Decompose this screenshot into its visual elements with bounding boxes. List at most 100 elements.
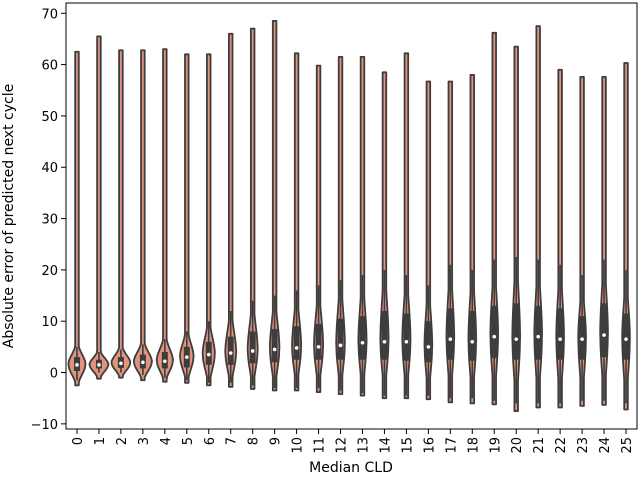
violin-iqr-box — [491, 305, 498, 359]
x-tick-label: 21 — [532, 437, 547, 454]
violin-iqr-box — [381, 310, 388, 360]
violin-median-point — [184, 355, 189, 359]
x-tick-label: 22 — [554, 437, 569, 454]
violin-body — [423, 80, 434, 401]
violin-median-point — [426, 345, 431, 349]
violin-median-point — [470, 339, 475, 344]
y-tick-label: 20 — [41, 264, 58, 279]
y-axis-label: Absolute error of predicted next cycle — [1, 84, 17, 348]
violin-median-point — [580, 337, 584, 341]
y-tick-label: 0 — [50, 367, 58, 382]
violin-median-point — [316, 345, 321, 349]
violin-median-point — [558, 337, 562, 341]
violin-4 — [155, 48, 174, 383]
violin-median-point — [602, 333, 606, 337]
violin-median-point — [75, 363, 79, 367]
x-tick-label: 12 — [335, 437, 350, 454]
violin-iqr-box — [601, 303, 608, 358]
violin-15 — [401, 52, 412, 400]
x-tick-label: 3 — [137, 437, 152, 445]
violin-median-point — [382, 339, 387, 344]
violin-median-point — [492, 334, 497, 339]
violin-10 — [291, 52, 303, 392]
violin-body — [179, 53, 195, 384]
violin-iqr-box — [315, 323, 322, 360]
violin-median-point — [294, 346, 299, 350]
violin-iqr-box — [623, 313, 630, 360]
violin-24 — [599, 76, 609, 406]
x-tick-label: 7 — [225, 437, 240, 445]
violin-iqr-box — [513, 303, 520, 360]
violin-body — [401, 52, 412, 400]
violin-1 — [88, 35, 110, 380]
x-tick-label: 13 — [356, 437, 371, 454]
violin-14 — [379, 71, 390, 400]
violin-8 — [246, 27, 259, 390]
x-tick-label: 16 — [422, 437, 437, 454]
y-tick-label: 10 — [41, 315, 58, 330]
y-tick-label: 30 — [41, 213, 58, 228]
violin-median-point — [141, 360, 145, 365]
x-axis-label: Median CLD — [309, 460, 393, 476]
y-tick-label: 70 — [41, 7, 58, 22]
violin-body — [155, 48, 174, 383]
violin-17 — [445, 80, 456, 404]
violin-iqr-box — [403, 313, 410, 361]
violin-22 — [555, 68, 565, 409]
violin-body — [88, 35, 110, 380]
violin-5 — [179, 53, 195, 384]
y-tick-label: −10 — [31, 418, 58, 433]
axes-frame — [65, 2, 638, 430]
violin-body — [110, 49, 132, 379]
x-tick-label: 11 — [313, 437, 328, 454]
x-tick-label: 4 — [159, 437, 174, 445]
x-tick-label: 17 — [444, 437, 459, 454]
violin-median-point — [250, 349, 255, 353]
violin-2 — [110, 49, 132, 379]
violin-20 — [511, 45, 521, 412]
violin-23 — [577, 76, 587, 407]
violin-iqr-box — [557, 308, 564, 360]
x-tick-label: 0 — [71, 437, 86, 445]
y-tick-label: 50 — [41, 110, 58, 125]
y-axis: −10 0 10 20 30 40 50 60 70 — [31, 7, 66, 433]
violin-iqr-box — [469, 310, 476, 361]
violin-body — [201, 53, 216, 387]
violin-median-point — [97, 363, 101, 367]
x-tick-label: 14 — [378, 437, 393, 454]
violin-iqr-box — [535, 305, 542, 360]
violin-median-point — [404, 339, 409, 344]
violin-11 — [313, 64, 325, 393]
violin-9 — [268, 20, 281, 392]
x-tick-label: 15 — [400, 437, 415, 454]
x-tick-label: 8 — [247, 437, 262, 445]
violin-iqr-box — [447, 308, 454, 360]
violin-iqr-box — [249, 331, 256, 364]
x-tick-label: 6 — [203, 437, 218, 445]
x-tick-label: 2 — [115, 437, 130, 445]
x-tick-label: 24 — [598, 437, 613, 454]
x-tick-label: 23 — [576, 437, 591, 454]
y-tick-label: 40 — [41, 161, 58, 176]
x-axis: 0 1 2 3 4 5 6 7 8 9 10 11 12 13 14 15 16 17 18 19 20 21 22 23 24… — [71, 429, 635, 454]
violin-median-point — [338, 343, 343, 348]
violin-body — [132, 49, 153, 382]
x-tick-label: 25 — [620, 437, 635, 454]
violin-median-point — [206, 352, 211, 357]
violin-median-point — [119, 361, 123, 366]
y-tick-label: 60 — [41, 59, 58, 74]
x-tick-label: 18 — [466, 437, 481, 454]
x-tick-label: 5 — [181, 437, 196, 445]
violin-iqr-box — [271, 328, 278, 363]
violin-16 — [423, 80, 434, 401]
violin-median-point — [448, 337, 453, 341]
violin-0 — [67, 50, 87, 387]
violin-iqr-box — [425, 321, 432, 363]
x-tick-label: 10 — [291, 437, 306, 454]
violin-body — [224, 32, 238, 388]
violin-body — [67, 50, 87, 387]
violin-13 — [357, 55, 368, 397]
violin-median-point — [360, 340, 365, 345]
violin-median-point — [514, 337, 519, 341]
violin-3 — [132, 49, 153, 382]
